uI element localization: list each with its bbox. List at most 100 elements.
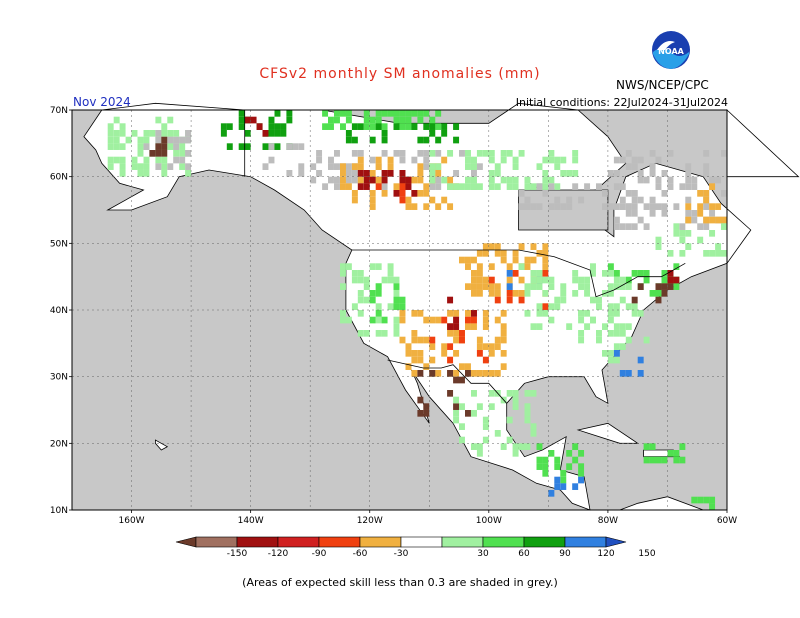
anomaly-cell: [381, 276, 388, 284]
anomaly-cell: [185, 136, 192, 144]
anomaly-cell: [476, 276, 483, 284]
anomaly-cell: [471, 310, 477, 317]
anomaly-cell: [435, 110, 442, 117]
anomaly-cells: [107, 110, 727, 510]
anomaly-cell: [542, 243, 549, 250]
anomaly-cell: [345, 183, 352, 190]
anomaly-cell: [375, 156, 382, 164]
anomaly-cell: [435, 123, 442, 130]
anomaly-cell: [655, 290, 662, 297]
anomaly-cell: [506, 183, 513, 190]
lat-label: 60N: [50, 173, 68, 183]
anomaly-cell: [167, 163, 174, 170]
anomaly-cell: [607, 316, 614, 324]
anomaly-cell: [423, 150, 430, 157]
anomaly-cell: [459, 183, 465, 190]
anomaly-cell: [447, 390, 454, 397]
anomaly-cell: [381, 190, 388, 197]
initial-conditions: Initial conditions: 22Jul2024-31Jul2024: [515, 96, 728, 109]
anomaly-cell: [572, 276, 579, 284]
anomaly-cell: [328, 116, 334, 124]
anomaly-cell: [357, 156, 364, 164]
legend-tick-label: 90: [559, 549, 571, 559]
anomaly-cell: [715, 216, 722, 224]
anomaly-cell: [345, 176, 352, 184]
legend-tick-label: 60: [518, 549, 530, 559]
anomaly-cell: [643, 443, 650, 450]
anomaly-cell: [119, 156, 126, 164]
anomaly-cell: [613, 343, 620, 350]
anomaly-cell: [375, 123, 382, 130]
anomaly-cell: [578, 283, 585, 290]
anomaly-cell: [721, 223, 727, 230]
anomaly-cell: [536, 323, 543, 330]
anomaly-cell: [649, 290, 656, 297]
anomaly-cell: [465, 176, 471, 184]
anomaly-cell: [703, 496, 710, 504]
anomaly-cell: [387, 263, 394, 270]
anomaly-cell: [554, 163, 561, 170]
anomaly-cell: [447, 203, 454, 210]
anomaly-cell: [566, 196, 573, 204]
anomaly-cell: [423, 336, 430, 344]
anomaly-cell: [494, 183, 501, 190]
anomaly-cell: [411, 110, 418, 117]
longitude-labels: 160W 140W 120W 100W 80W 60W: [119, 510, 737, 526]
anomaly-cell: [542, 170, 549, 177]
anomaly-cell: [685, 196, 692, 204]
anomaly-cell: [179, 143, 186, 150]
anomaly-cell: [506, 150, 513, 157]
anomaly-cell: [524, 310, 531, 317]
anomaly-cell: [179, 136, 186, 144]
anomaly-cell: [447, 343, 454, 350]
anomaly-cell: [715, 176, 722, 184]
anomaly-cell: [655, 236, 662, 244]
anomaly-cell: [506, 296, 513, 304]
anomaly-cell: [667, 270, 674, 277]
anomaly-cell: [471, 176, 477, 184]
anomaly-cell: [405, 176, 412, 184]
anomaly-cell: [155, 163, 162, 170]
anomaly-cell: [465, 163, 471, 170]
anomaly-cell: [703, 250, 710, 257]
anomaly-cell: [423, 403, 430, 410]
anomaly-cell: [619, 156, 626, 164]
anomaly-cell: [107, 123, 114, 130]
anomaly-cell: [691, 210, 698, 217]
anomaly-cell: [637, 356, 644, 364]
anomaly-cell: [512, 176, 519, 184]
anomaly-cell: [536, 183, 543, 190]
anomaly-cell: [363, 283, 370, 290]
anomaly-cell: [476, 163, 483, 170]
anomaly-cell: [625, 276, 632, 284]
anomaly-cell: [637, 196, 644, 204]
anomaly-cell: [220, 123, 227, 130]
anomaly-cell: [512, 250, 519, 257]
anomaly-cell: [399, 170, 406, 177]
anomaly-cell: [488, 156, 495, 164]
anomaly-cell: [631, 203, 638, 210]
anomaly-cell: [560, 476, 567, 484]
anomaly-cell: [542, 470, 549, 477]
anomaly-cell: [328, 176, 334, 184]
anomaly-cell: [542, 183, 549, 190]
anomaly-cell: [637, 270, 644, 277]
anomaly-cell: [542, 256, 549, 264]
anomaly-cell: [494, 250, 501, 257]
anomaly-cell: [524, 196, 531, 204]
anomaly-cell: [393, 116, 400, 124]
lat-label: 30N: [50, 373, 68, 383]
anomaly-cell: [548, 203, 555, 210]
anomaly-cell: [244, 130, 251, 137]
anomaly-cell: [602, 323, 608, 330]
anomaly-cell: [471, 276, 477, 284]
anomaly-cell: [625, 223, 632, 230]
anomaly-cell: [530, 430, 537, 437]
lon-label: 140W: [238, 516, 264, 526]
anomaly-cell: [518, 150, 525, 157]
anomaly-cell: [619, 283, 626, 290]
anomaly-cell: [357, 296, 364, 304]
anomaly-cell: [530, 256, 537, 264]
anomaly-cell: [262, 130, 269, 137]
anomaly-cell: [679, 456, 686, 464]
